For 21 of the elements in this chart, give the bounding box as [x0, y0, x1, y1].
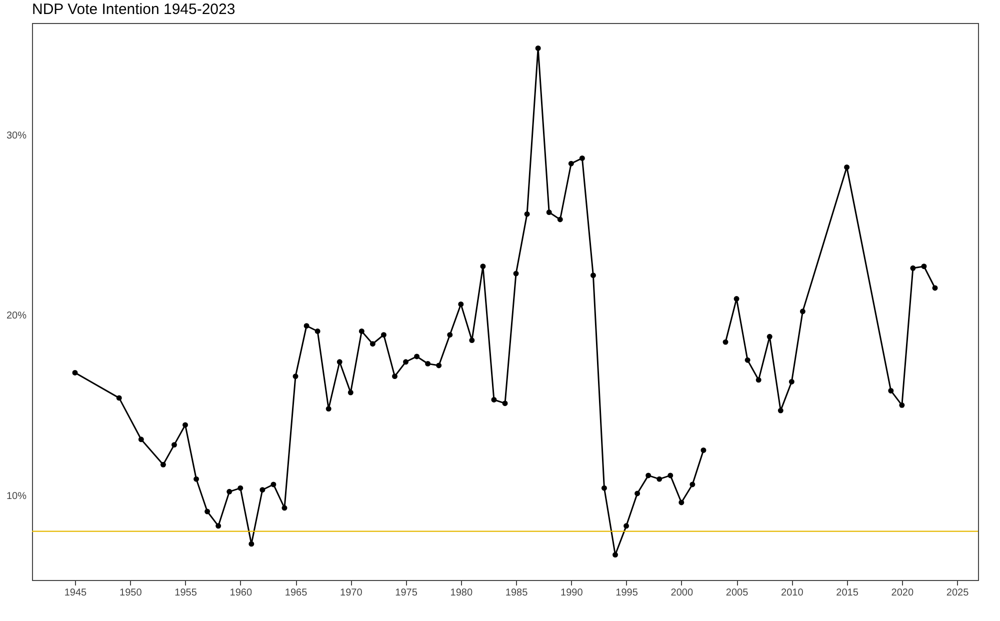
x-tick-label: 1985	[505, 588, 528, 598]
x-tick-label: 1945	[64, 588, 88, 598]
x-tick-label: 2005	[726, 588, 749, 598]
x-tick-label: 2010	[781, 588, 804, 598]
x-tick-label: 2020	[891, 588, 914, 598]
x-tick-label: 2000	[670, 588, 694, 598]
x-tick-label: 2025	[946, 588, 970, 598]
x-tick-label: 1995	[616, 588, 638, 598]
y-tick-label: 30%	[6, 130, 27, 142]
chart-title: NDP Vote Intention 1945-2023	[32, 1, 236, 18]
y-tick-label: 20%	[6, 310, 27, 322]
y-tick-label: 10%	[6, 490, 27, 502]
x-tick-label: 1970	[340, 588, 363, 598]
x-tick-label: 1955	[174, 588, 198, 598]
x-tick-label: 1980	[450, 588, 473, 598]
x-tick-label: 1965	[284, 588, 308, 598]
x-tick-label: 1960	[230, 588, 252, 598]
x-tick-label: 2015	[836, 588, 859, 598]
x-tick-label: 1975	[395, 588, 418, 598]
x-tick-label: 1950	[120, 588, 142, 598]
x-tick-label: 1990	[560, 588, 584, 598]
